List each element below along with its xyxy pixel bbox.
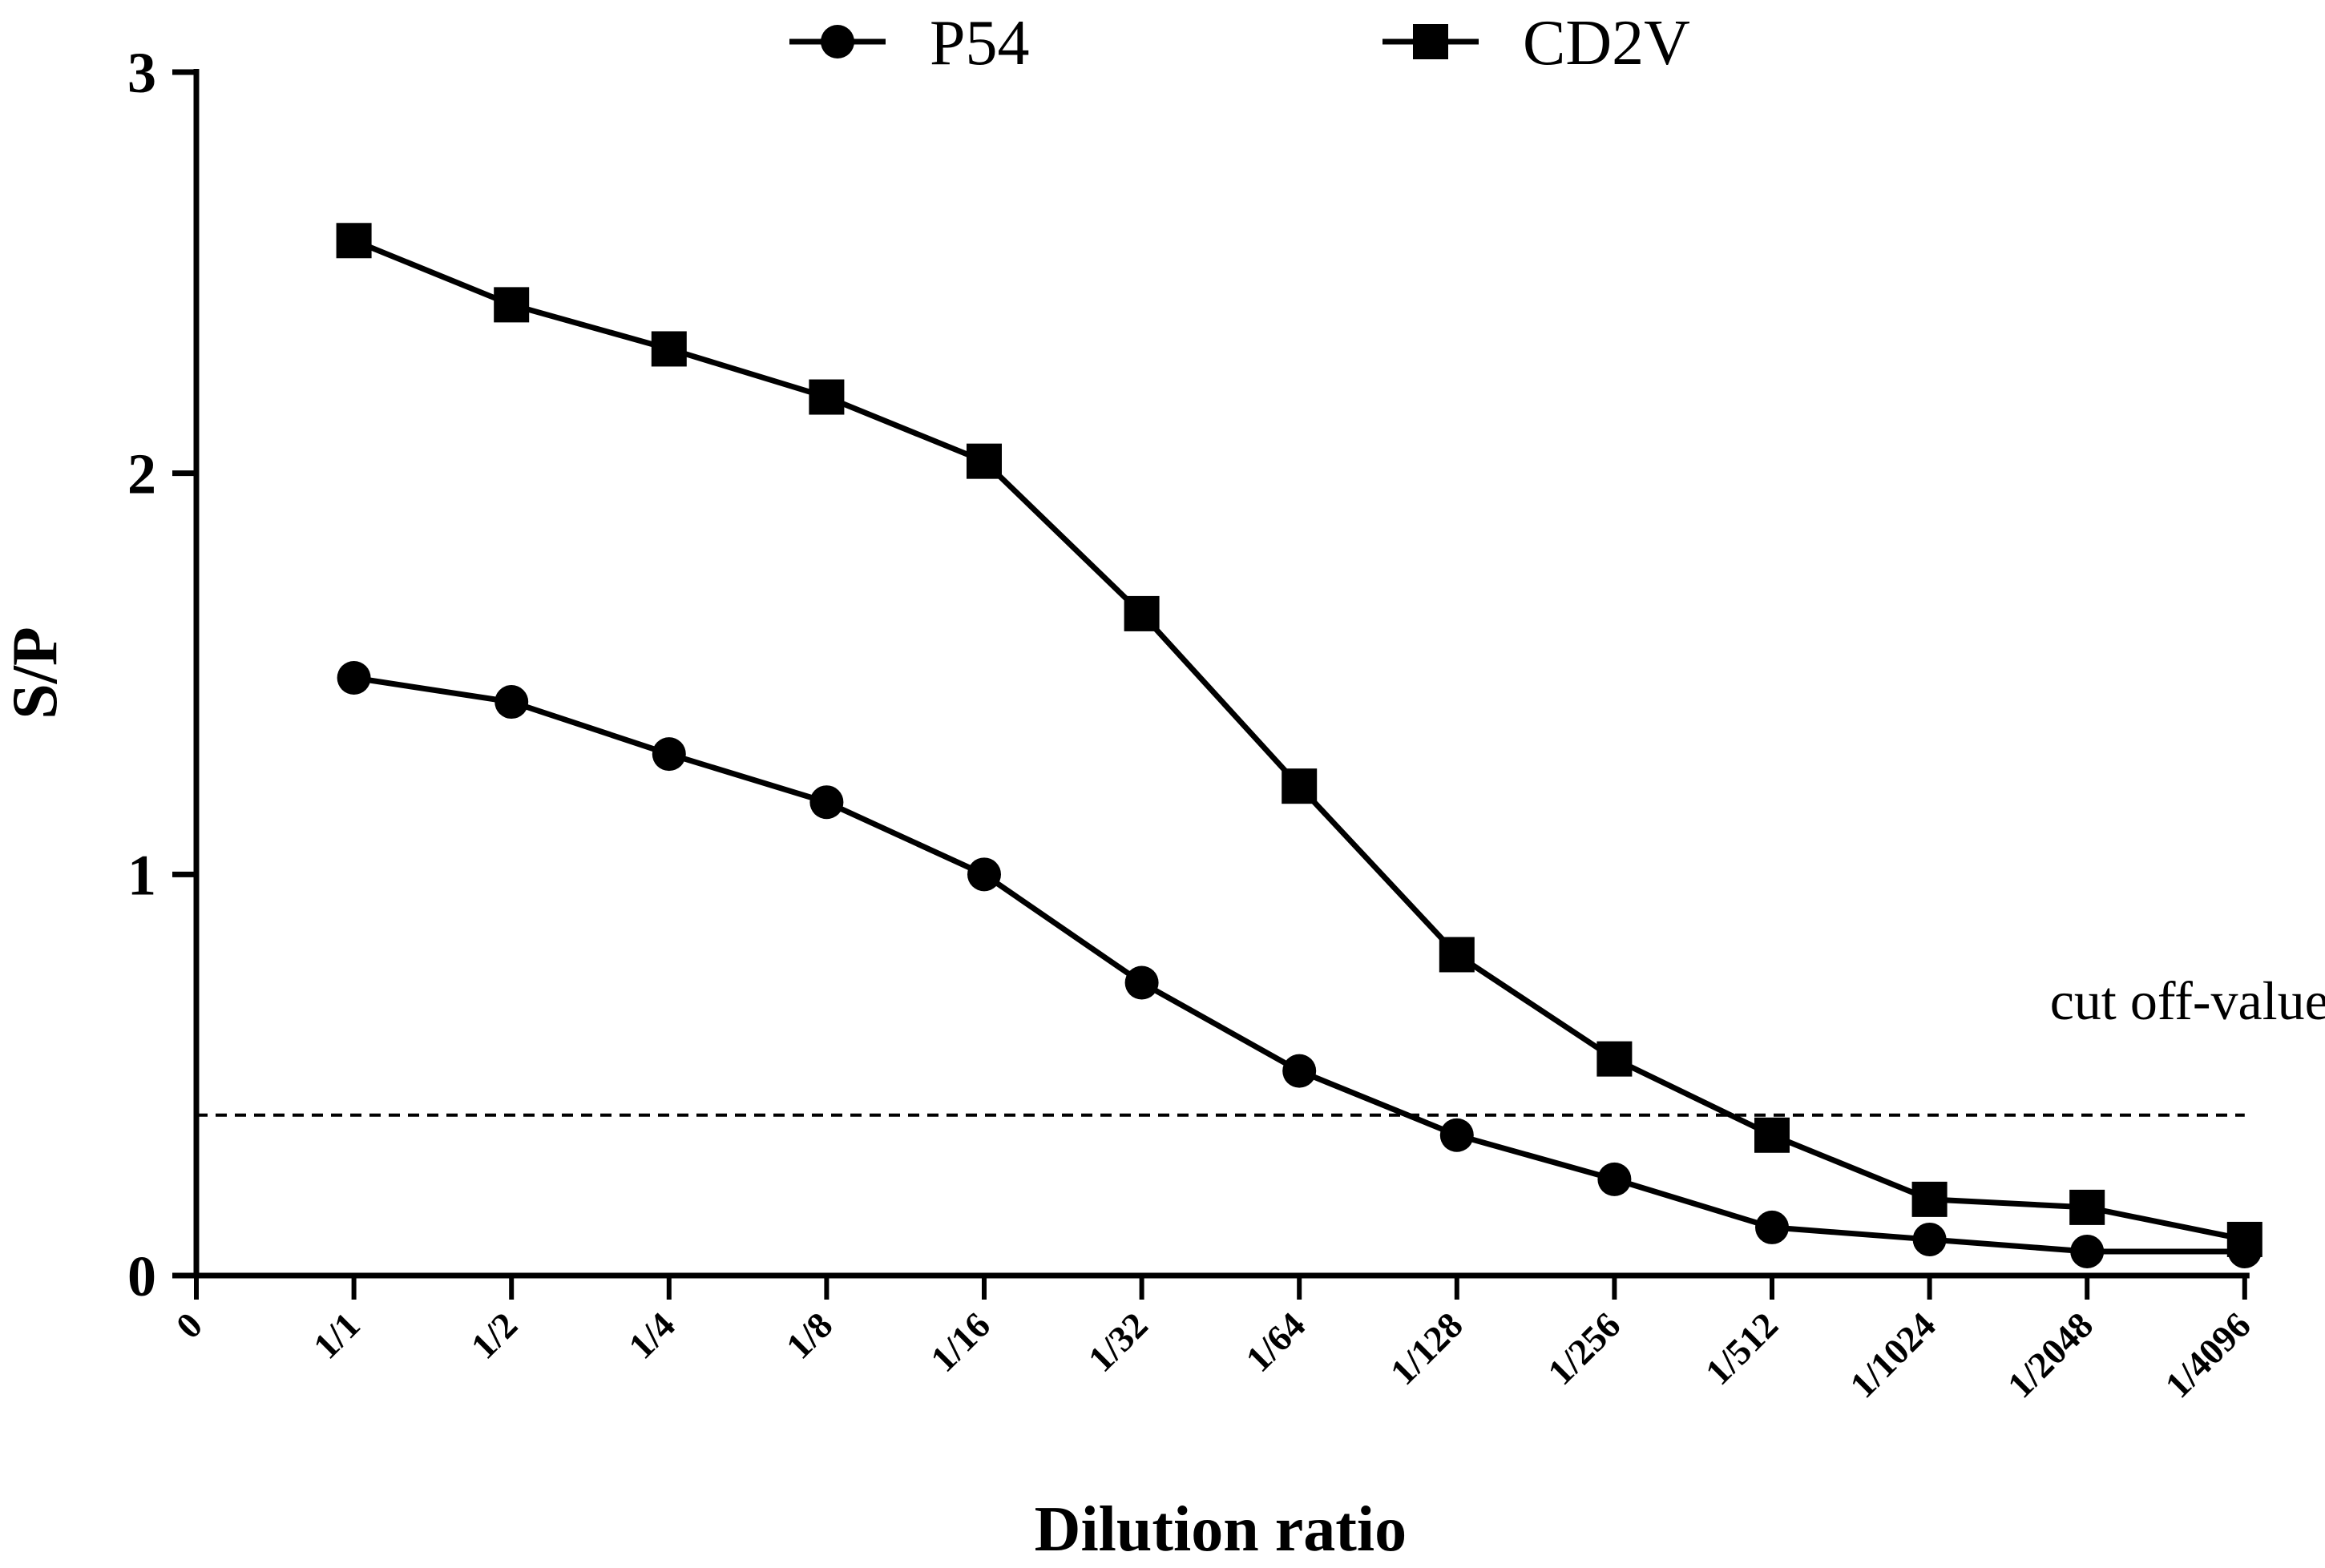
data-point-p54	[1282, 1054, 1317, 1088]
x-tick-label: 1/64	[1237, 1304, 1313, 1380]
y-tick-label: 0	[127, 1244, 156, 1308]
legend-marker-p54	[821, 25, 854, 58]
data-point-cd2v	[494, 287, 530, 323]
legend-label-p54: P54	[930, 8, 1030, 79]
data-point-p54	[1439, 1118, 1474, 1152]
cutoff-label: cut off-value	[2050, 970, 2325, 1031]
legend-label-cd2v: CD2V	[1523, 8, 1690, 79]
x-tick-label: 1/2	[463, 1304, 526, 1367]
y-axis-title: S/P	[0, 627, 71, 720]
x-axis-title: Dilution ratio	[1035, 1494, 1407, 1565]
data-point-p54	[809, 785, 844, 820]
series-line-p54	[353, 675, 2245, 1255]
x-tick-label: 1/4	[620, 1304, 683, 1367]
data-point-p54	[967, 857, 1001, 892]
data-point-cd2v	[1282, 768, 1318, 804]
y-tick-label: 2	[127, 442, 156, 506]
data-point-cd2v	[336, 223, 372, 259]
data-point-cd2v	[809, 379, 845, 415]
data-point-cd2v	[651, 331, 687, 367]
data-point-cd2v	[1124, 595, 1160, 631]
x-tick-label: 1/4096	[2157, 1304, 2258, 1405]
x-tick-label: 1/32	[1080, 1304, 1156, 1380]
x-tick-label: 0	[168, 1304, 210, 1346]
data-point-p54	[337, 661, 371, 695]
data-point-cd2v	[2069, 1189, 2105, 1225]
x-tick-label: 1/1	[305, 1304, 368, 1367]
data-point-cd2v	[1754, 1117, 1790, 1153]
y-tick-label: 3	[127, 41, 156, 105]
data-point-cd2v	[1911, 1181, 1948, 1217]
data-point-p54	[494, 685, 529, 720]
legend-marker-cd2v	[1413, 24, 1448, 59]
data-point-cd2v	[1439, 937, 1475, 973]
data-point-cd2v	[1596, 1041, 1633, 1077]
x-tick-label: 1/2048	[2000, 1304, 2101, 1405]
x-tick-label: 1/256	[1540, 1304, 1628, 1393]
data-point-cd2v	[967, 443, 1002, 479]
x-tick-label: 1/16	[922, 1304, 998, 1380]
x-tick-label: 1/512	[1697, 1304, 1786, 1393]
x-tick-label: 1/1024	[1842, 1304, 1943, 1405]
x-tick-label: 1/128	[1382, 1304, 1471, 1393]
data-point-p54	[1912, 1222, 1947, 1256]
y-tick-label: 1	[127, 843, 156, 907]
data-point-p54	[1597, 1162, 1632, 1196]
data-point-p54	[652, 737, 686, 772]
x-tick-label: 1/8	[778, 1304, 841, 1367]
data-point-p54	[1755, 1210, 1789, 1244]
data-point-cd2v	[2226, 1221, 2262, 1257]
data-point-p54	[1124, 965, 1159, 1000]
series-line-cd2v	[353, 238, 2246, 1243]
series-layer	[336, 223, 2262, 1268]
data-point-p54	[2070, 1234, 2105, 1268]
legend: P54 CD2V	[789, 8, 1690, 79]
